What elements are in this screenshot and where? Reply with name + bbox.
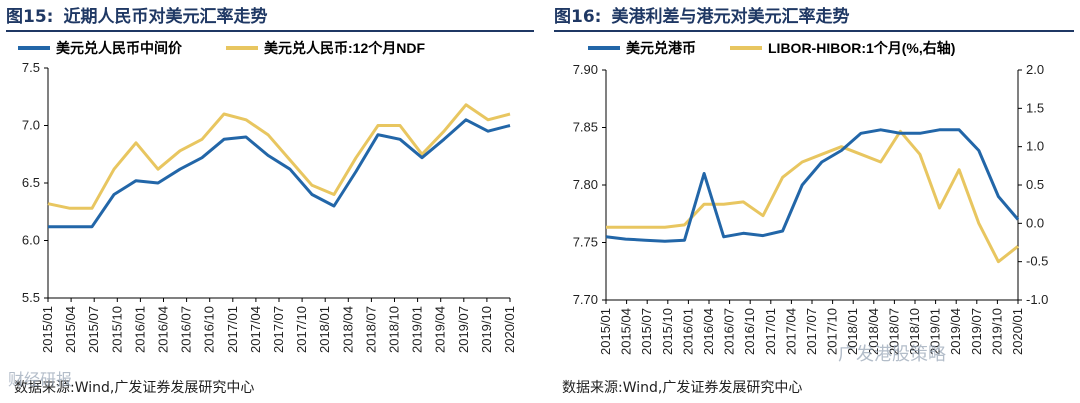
- x-tick-label: 2019/01: [410, 306, 425, 353]
- series-ndf-line: [47, 103, 511, 210]
- x-tick-label: 2019/07: [969, 308, 984, 355]
- x-tick-label: 2016/10: [742, 308, 757, 355]
- x-tick-label: 2017/04: [248, 306, 263, 353]
- x-tick-label: 2018/07: [886, 308, 901, 355]
- right-y-tick-label: -1.0: [1026, 292, 1048, 307]
- x-tick-label: 2018/04: [340, 306, 355, 353]
- x-tick-label: 2018/10: [387, 306, 402, 353]
- x-tick-label: 2015/10: [109, 306, 124, 353]
- x-tick-label: 2016/01: [132, 306, 147, 353]
- legend-label-ndf: 美元兑人民币:12个月NDF: [264, 40, 425, 56]
- x-tick-label: 2017/10: [825, 308, 840, 355]
- y-tick-label: 6.0: [22, 233, 40, 248]
- x-tick-label: 2015/07: [86, 306, 101, 353]
- x-tick-label: 2018/10: [907, 308, 922, 355]
- y-tick-label: 5.5: [22, 290, 40, 305]
- left-y-tick-label: 7.75: [573, 235, 598, 250]
- x-tick-label: 2018/04: [866, 308, 881, 355]
- hkd-usd-chart: 7.70 7.75 7.80 7.85 7.90 -1.0 -0.5 0.0 0.5 1.0 1.5…: [573, 40, 1049, 355]
- x-tick-label: 2019/10: [989, 308, 1004, 355]
- x-tick-label: 2017/10: [294, 306, 309, 353]
- x-tick-label: 2017/01: [763, 308, 778, 355]
- figure-16-title: 图16: 美港利差与港元对美元汇率走势: [554, 2, 849, 27]
- x-tick-label: 2018/01: [317, 306, 332, 353]
- x-tick-label: 2019/04: [948, 308, 963, 355]
- x-tick-label: 2016/07: [722, 308, 737, 355]
- x-tick-label: 2018/01: [845, 308, 860, 355]
- left-y-tick-label: 7.90: [573, 62, 598, 77]
- x-tick-label: 2017/07: [804, 308, 819, 355]
- x-tick-label: 2020/01: [502, 306, 517, 353]
- figure-15-label: 图15:: [6, 7, 54, 27]
- figure-16-panel: 图16: 美港利差与港元对美元汇率走势 7.70 7.75 7.80 7.85 7.90 -…: [548, 0, 1080, 403]
- x-tick-label: 2016/07: [179, 306, 194, 353]
- x-tick-label: 2016/04: [156, 306, 171, 353]
- x-tick-label: 2016/04: [701, 308, 716, 355]
- y-tick-label: 7.0: [22, 118, 40, 133]
- figure-15-title: 图15: 近期人民币对美元汇率走势: [6, 2, 267, 27]
- watermark-text: 广发港股策略: [838, 344, 946, 365]
- left-y-tick-label: 7.70: [573, 292, 598, 307]
- right-y-tick-label: 0.0: [1026, 215, 1044, 230]
- right-y-tick-label: 0.5: [1026, 177, 1044, 192]
- x-tick-label: 2019/01: [928, 308, 943, 355]
- series-central-parity-line: [48, 118, 511, 229]
- figure-16-label: 图16:: [554, 7, 602, 27]
- y-tick-label: 7.5: [22, 60, 40, 75]
- source-note: 数据来源:Wind,广发证券发展研究中心: [562, 380, 803, 396]
- right-y-tick-label: 1.5: [1026, 100, 1044, 115]
- left-y-tick-label: 7.85: [573, 120, 598, 135]
- x-tick-label: 2019/04: [433, 306, 448, 353]
- source-note: 数据来源:Wind,广发证券发展研究中心: [14, 380, 255, 396]
- title-rule: [554, 30, 1074, 32]
- x-tick-label: 2018/07: [363, 306, 378, 353]
- x-tick-label: 2019/10: [479, 306, 494, 353]
- x-tick-label: 2015/04: [63, 306, 78, 353]
- figure-15-panel: 图15: 近期人民币对美元汇率走势 5.5 6.0 6.5 7.0 7.5 2015/01 2…: [6, 2, 534, 396]
- x-tick-label: 2015/01: [598, 308, 613, 355]
- x-tick-label: 2015/07: [639, 308, 654, 355]
- x-tick-label: 2016/01: [680, 308, 695, 355]
- x-tick-label: 2015/01: [40, 306, 55, 353]
- series-usd-hkd-line: [605, 128, 1020, 243]
- figure-16-title-text: 美港利差与港元对美元汇率走势: [611, 7, 850, 27]
- x-tick-label: 2017/04: [783, 308, 798, 355]
- right-y-tick-label: -0.5: [1026, 254, 1048, 269]
- legend-label-central-parity: 美元兑人民币中间价: [56, 40, 183, 56]
- x-tick-label: 2016/10: [202, 306, 217, 353]
- watermark-text: 财经研报: [8, 370, 73, 389]
- right-y-tick-label: 2.0: [1026, 62, 1044, 77]
- y-tick-label: 6.5: [22, 175, 40, 190]
- legend-label-usd-hkd: 美元兑港币: [626, 40, 696, 56]
- x-tick-label: 2015/04: [619, 308, 634, 355]
- x-tick-label: 2017/07: [271, 306, 286, 353]
- series-libor-hibor-line: [606, 129, 1019, 264]
- x-tick-label: 2015/10: [660, 308, 675, 355]
- title-rule: [6, 30, 534, 32]
- rmb-usd-chart: 5.5 6.0 6.5 7.0 7.5 2015/01 2015/04 2015/07 2015…: [18, 40, 517, 353]
- right-y-tick-label: 1.0: [1026, 139, 1044, 154]
- legend-label-libor-hibor: LIBOR-HIBOR:1个月(%,右轴): [768, 40, 955, 56]
- x-tick-label: 2017/01: [225, 306, 240, 353]
- x-tick-label: 2020/01: [1010, 308, 1025, 355]
- left-y-tick-label: 7.80: [573, 177, 598, 192]
- x-tick-label: 2019/07: [456, 306, 471, 353]
- figure-15-title-text: 近期人民币对美元汇率走势: [63, 7, 268, 27]
